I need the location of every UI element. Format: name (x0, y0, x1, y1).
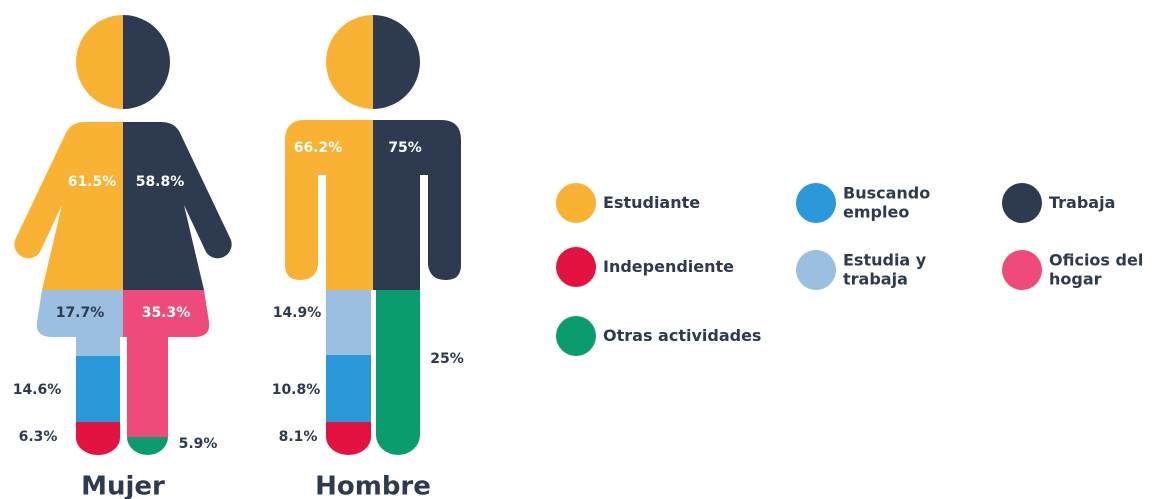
value-label: 8.1% (279, 429, 318, 445)
value-label: 6.3% (19, 429, 58, 445)
legend-line: hogar (1049, 269, 1102, 288)
segment (127, 437, 168, 455)
value-label: 75% (388, 140, 422, 156)
value-label: 5.9% (179, 436, 218, 452)
value-label: 35.3% (142, 305, 191, 321)
legend-line: Estudia y (843, 250, 927, 269)
segment (123, 122, 232, 290)
segment (37, 290, 123, 356)
legend-line: empleo (843, 202, 909, 221)
head-left (326, 15, 373, 109)
legend-line: Buscando (843, 183, 930, 202)
legend-swatch (556, 316, 596, 356)
legend-swatch (556, 183, 596, 223)
legend-line: Oficios del (1049, 250, 1143, 269)
segment (76, 422, 120, 455)
page: {"chart_data":{"type":"pictogram", "figu… (0, 0, 1161, 499)
segment (376, 290, 420, 455)
value-label: 14.6% (13, 382, 62, 398)
segment (326, 422, 371, 455)
value-label: 66.2% (294, 140, 343, 156)
legend-line: Independiente (603, 257, 734, 276)
legend-line: Otras actividades (603, 326, 761, 345)
legend-label: Trabaja (1049, 193, 1115, 212)
infographic: 61.5% 58.8% 17.7% 35.3% 14.6% 6.3% 5.9% Mujer 66… (0, 0, 1161, 499)
head-right (373, 15, 420, 109)
segment (76, 356, 120, 422)
value-label: 61.5% (68, 174, 117, 190)
legend-swatch (1002, 250, 1042, 290)
segment (326, 355, 371, 422)
legend-swatch (796, 250, 836, 290)
segment (326, 290, 371, 355)
legend-line: Trabaja (1049, 193, 1115, 212)
value-label: 14.9% (273, 305, 322, 321)
legend-swatch (796, 183, 836, 223)
legend-swatch (556, 247, 596, 287)
value-label: 17.7% (56, 305, 105, 321)
value-label: 25% (430, 351, 464, 367)
legend-line: trabaja (843, 269, 908, 288)
segment (14, 122, 123, 290)
head-right (123, 15, 170, 109)
legend-swatch (1002, 183, 1042, 223)
value-label: 10.8% (272, 382, 321, 398)
legend-line: Estudiante (603, 193, 700, 212)
value-label: 58.8% (136, 174, 185, 190)
legend-label: Otras actividades (603, 326, 761, 345)
legend-label: Estudiante (603, 193, 700, 212)
legend-label: Independiente (603, 257, 734, 276)
head-left (76, 15, 123, 109)
figure-label: Mujer (81, 472, 165, 499)
figure-label: Hombre (315, 472, 431, 499)
